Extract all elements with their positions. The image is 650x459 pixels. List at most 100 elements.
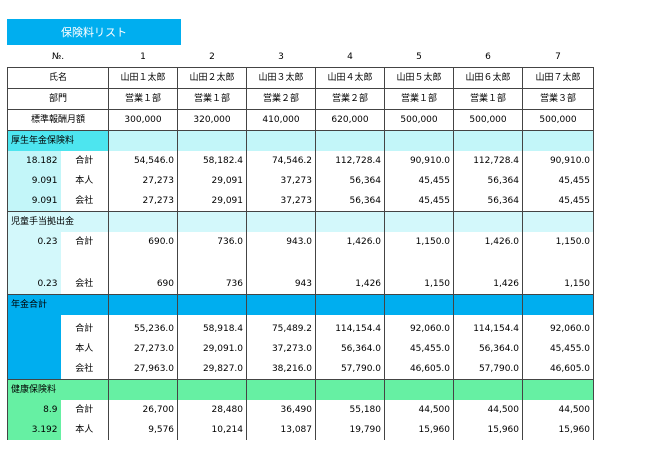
row-label[interactable]: 会社 [75,278,94,289]
rate-cell[interactable]: 0.23 [7,274,61,295]
section-fill[interactable] [246,130,316,151]
value-cell[interactable]: 45,455.0 [522,339,595,359]
spacer-cell[interactable] [108,315,178,319]
value-cell[interactable]: 26,700 [108,400,178,420]
name-row-label[interactable]: 氏名 [6,67,109,89]
spacer-cell[interactable] [61,252,109,274]
value-cell[interactable]: 46,605.0 [522,359,595,380]
col-number[interactable]: 5 [384,47,454,68]
dept-row-cell[interactable]: 営業２部 [246,88,316,110]
value-cell[interactable]: 1,150 [522,274,595,295]
spacer-cell[interactable] [453,252,523,274]
name-row-cell[interactable]: 山田６太郎 [453,67,523,89]
rate-cell[interactable] [7,319,61,339]
spacer-cell[interactable] [522,252,595,274]
section-fill[interactable] [384,130,454,151]
dept-row-cell[interactable]: 営業３部 [522,88,595,110]
section-fill[interactable] [246,379,316,400]
row-label[interactable]: 合計 [75,236,94,247]
value-cell[interactable]: 45,455 [522,171,595,191]
section-fill[interactable] [315,211,385,232]
spacer-cell[interactable] [315,252,385,274]
row-label[interactable]: 会社 [75,363,94,374]
col-number[interactable]: 3 [246,47,316,68]
dept-row-cell[interactable]: 営業１部 [177,88,247,110]
section-fill[interactable] [177,130,247,151]
value-cell[interactable]: 29,827.0 [177,359,247,380]
spacer-cell[interactable] [7,252,61,274]
section-fill[interactable] [384,294,454,315]
value-cell[interactable]: 29,091.0 [177,339,247,359]
value-cell[interactable]: 56,364 [453,191,523,212]
value-cell[interactable]: 27,963.0 [108,359,178,380]
section-fill[interactable] [522,130,595,151]
value-cell[interactable]: 1,150.0 [522,232,595,252]
name-row-cell[interactable]: 山田７太郎 [522,67,595,89]
value-cell[interactable]: 45,455 [522,191,595,212]
value-cell[interactable]: 9,576 [108,420,178,440]
value-cell[interactable]: 736 [177,274,247,295]
name-row-cell[interactable]: 山田２太郎 [177,67,247,89]
spacer-cell[interactable] [384,315,454,319]
spacer-cell[interactable] [246,252,316,274]
section-fill[interactable] [246,211,316,232]
value-cell[interactable]: 56,364 [315,191,385,212]
section-fill[interactable] [384,211,454,232]
value-cell[interactable]: 74,546.2 [246,151,316,171]
value-cell[interactable]: 90,910.0 [522,151,595,171]
section-fill[interactable] [522,379,595,400]
section-fill[interactable] [453,130,523,151]
value-cell[interactable]: 112,728.4 [453,151,523,171]
value-cell[interactable]: 44,500 [522,400,595,420]
value-cell[interactable]: 90,910.0 [384,151,454,171]
value-cell[interactable]: 29,091 [177,171,247,191]
value-cell[interactable]: 57,790.0 [315,359,385,380]
value-cell[interactable]: 29,091 [177,191,247,212]
value-cell[interactable]: 943 [246,274,316,295]
value-cell[interactable]: 13,087 [246,420,316,440]
spacer-cell[interactable] [7,315,61,319]
value-cell[interactable]: 736.0 [177,232,247,252]
value-cell[interactable]: 114,154.4 [453,319,523,339]
value-cell[interactable]: 55,180 [315,400,385,420]
section-fill[interactable] [246,294,316,315]
section-fill[interactable] [108,294,178,315]
value-cell[interactable]: 27,273.0 [108,339,178,359]
dept-row-cell[interactable]: 営業１部 [384,88,454,110]
value-cell[interactable]: 15,960 [522,420,595,440]
spacer-cell[interactable] [315,315,385,319]
value-cell[interactable]: 46,605.0 [384,359,454,380]
pension-head-label[interactable]: 厚生年金保険料 [6,130,109,151]
total-head-label[interactable]: 年金合計 [6,294,109,315]
rate-cell[interactable]: 0.23 [7,232,61,252]
section-fill[interactable] [522,294,595,315]
value-cell[interactable]: 56,364 [453,171,523,191]
col-number[interactable]: 2 [177,47,247,68]
rate-cell[interactable]: 3.192 [7,420,61,440]
rate-cell[interactable] [7,359,61,380]
value-cell[interactable]: 114,154.4 [315,319,385,339]
value-cell[interactable]: 38,216.0 [246,359,316,380]
value-cell[interactable]: 27,273 [108,171,178,191]
value-cell[interactable]: 45,455 [384,191,454,212]
rate-cell[interactable]: 8.9 [7,400,61,420]
value-cell[interactable]: 690 [108,274,178,295]
section-fill[interactable] [108,130,178,151]
rate-cell[interactable]: 18.182 [7,151,61,171]
value-cell[interactable]: 19,790 [315,420,385,440]
dept-row-label[interactable]: 部門 [6,88,109,110]
salary-row-cell[interactable]: 410,000 [246,109,316,131]
value-cell[interactable]: 54,546.0 [108,151,178,171]
spacer-cell[interactable] [177,252,247,274]
row-label[interactable]: 合計 [75,404,94,415]
section-fill[interactable] [177,294,247,315]
value-cell[interactable]: 56,364.0 [453,339,523,359]
row-label[interactable]: 本人 [75,424,94,435]
value-cell[interactable]: 943.0 [246,232,316,252]
salary-row-cell[interactable]: 320,000 [177,109,247,131]
value-cell[interactable]: 45,455 [384,171,454,191]
value-cell[interactable]: 112,728.4 [315,151,385,171]
salary-row-label[interactable]: 標準報酬月額 [6,109,109,131]
value-cell[interactable]: 36,490 [246,400,316,420]
section-fill[interactable] [177,211,247,232]
